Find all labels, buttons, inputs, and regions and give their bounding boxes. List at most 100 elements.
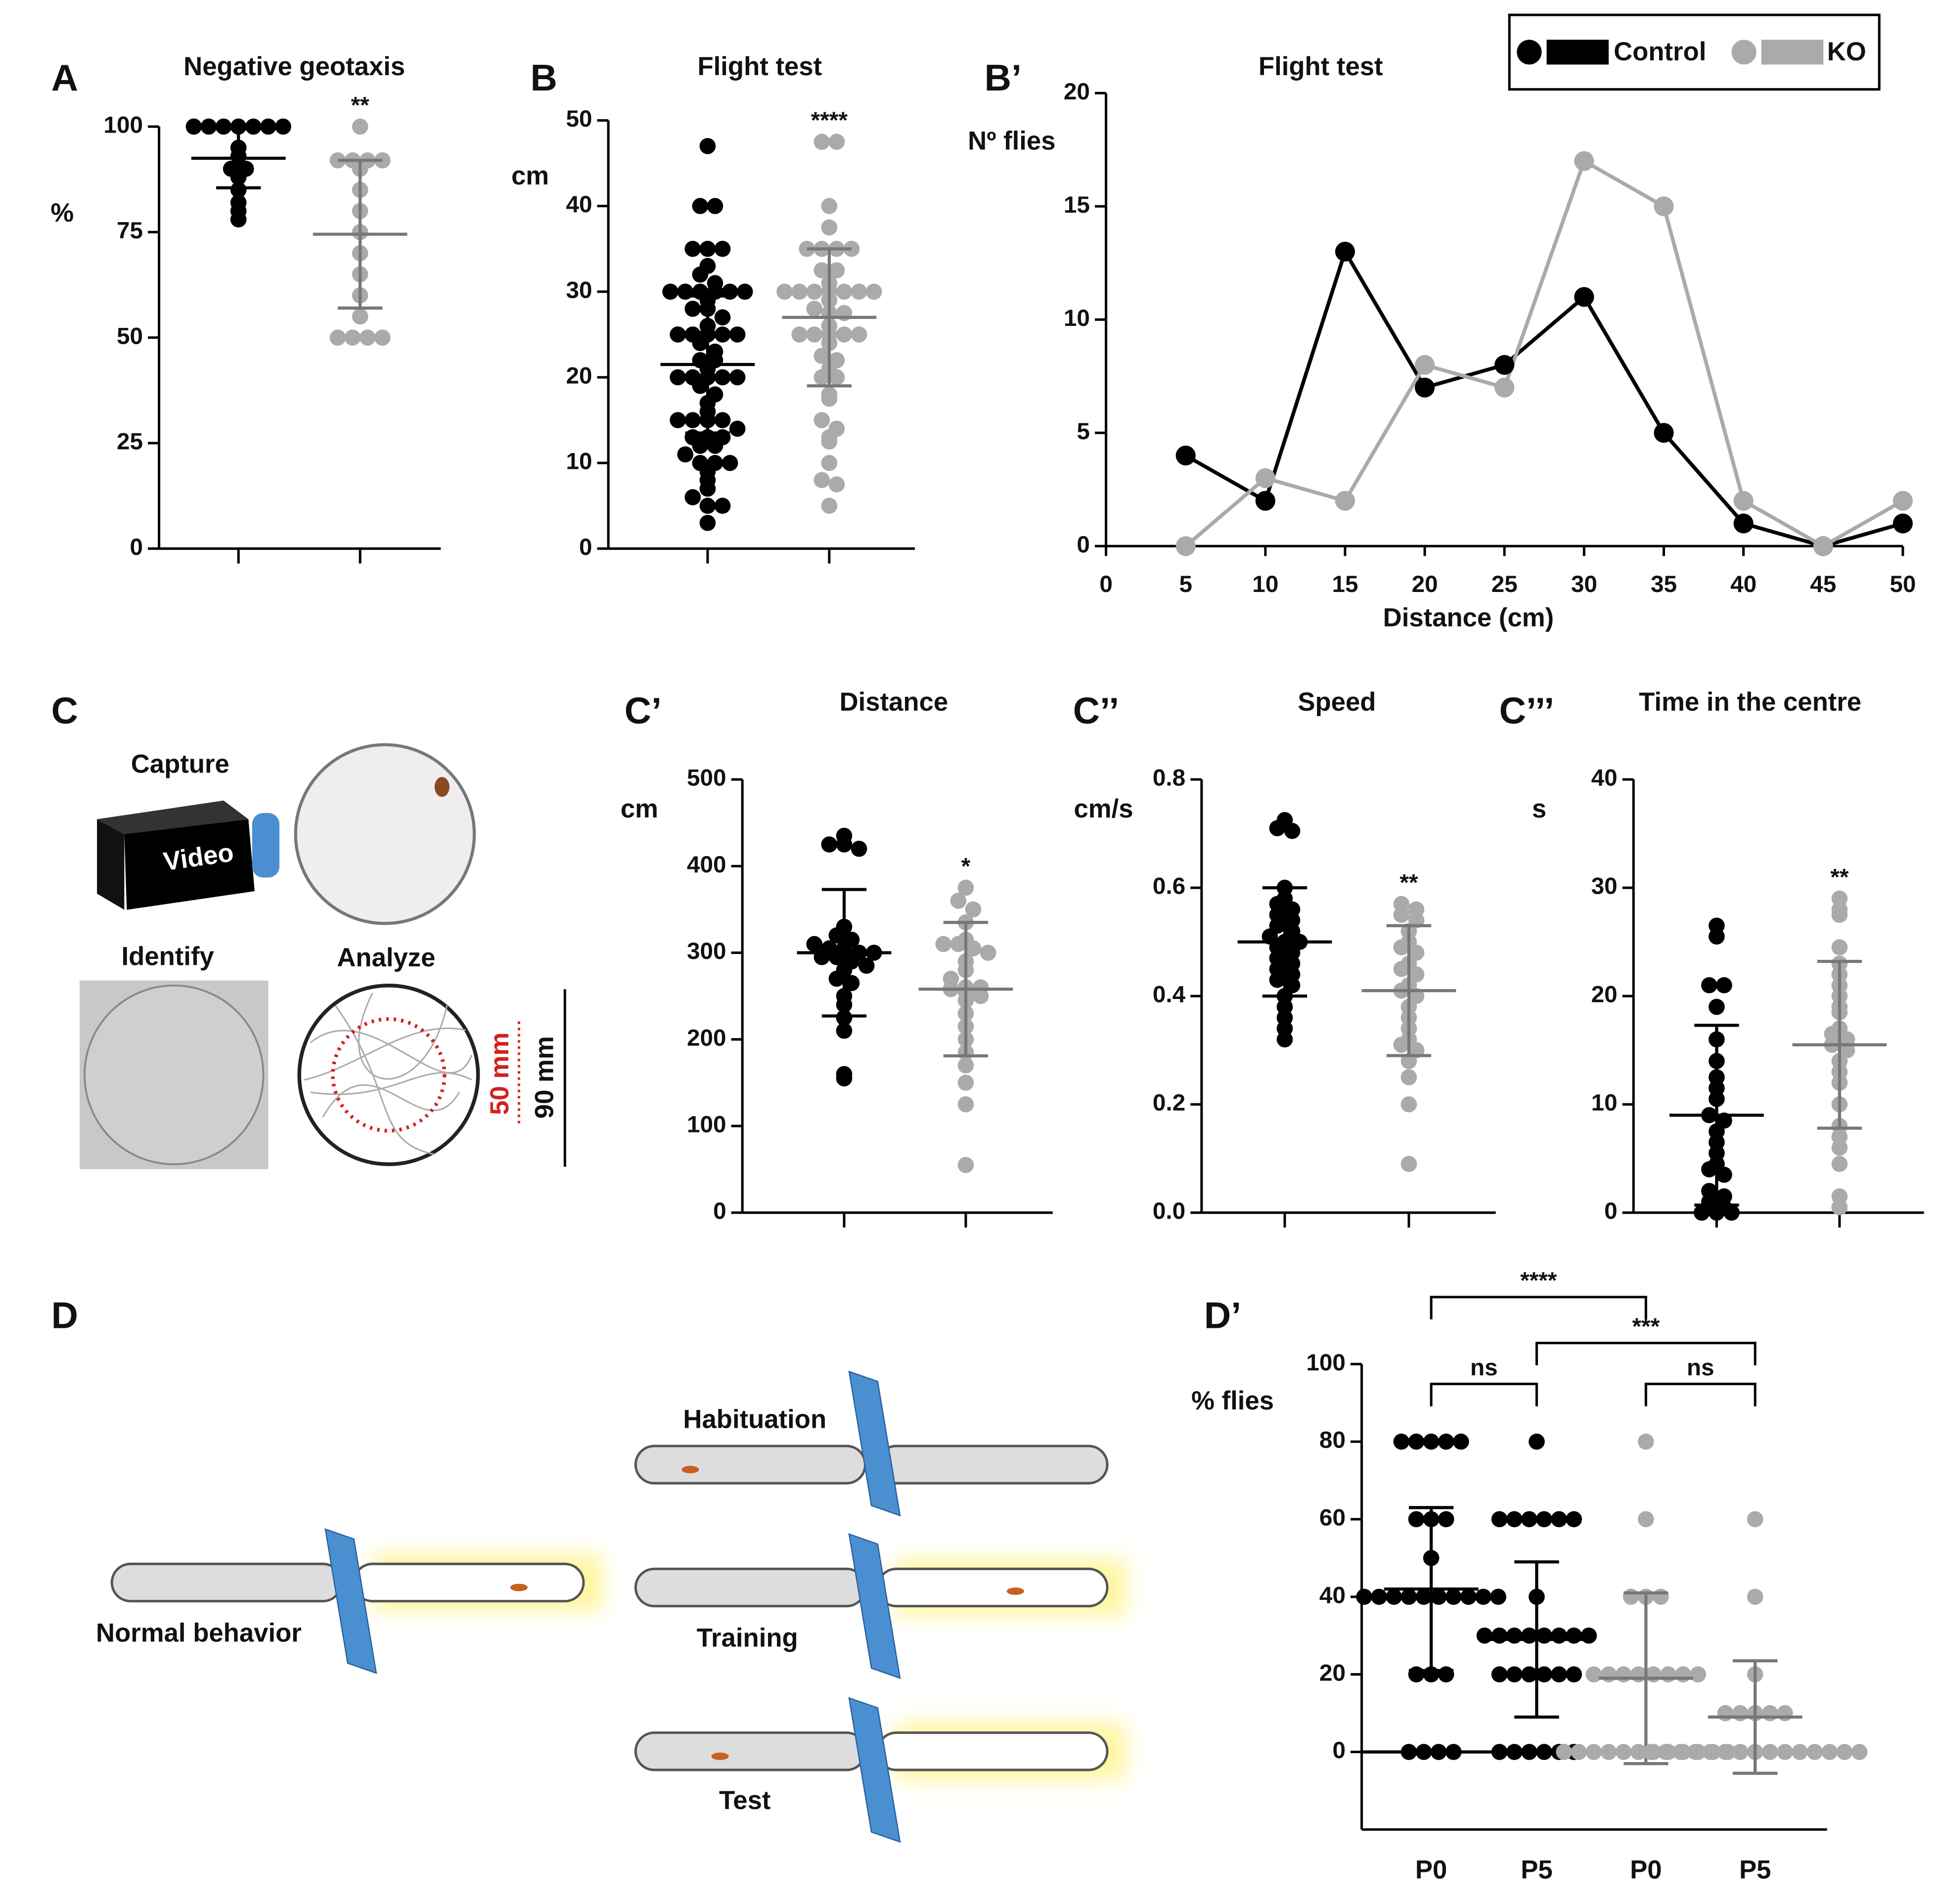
dot — [1585, 1744, 1602, 1760]
dot — [1393, 939, 1410, 955]
dot — [1269, 971, 1286, 988]
dot — [1831, 907, 1848, 923]
dot — [200, 118, 217, 135]
y-tick-label: 0 — [1077, 532, 1090, 558]
dot — [821, 198, 838, 214]
x-tick-label: 50 — [1890, 571, 1916, 597]
dot — [185, 118, 202, 135]
dot — [1777, 1744, 1793, 1760]
dot — [729, 420, 746, 437]
significance: * — [961, 854, 971, 880]
dot — [1716, 1167, 1732, 1183]
dot — [1630, 1666, 1647, 1683]
dot — [1506, 1627, 1523, 1644]
dot — [714, 369, 731, 386]
dot — [714, 412, 731, 428]
dot — [851, 326, 867, 343]
dot — [670, 412, 686, 428]
y-tick-label: 500 — [687, 765, 726, 791]
y-tick-label: 0.6 — [1153, 873, 1185, 900]
tube — [634, 1445, 867, 1485]
training-label: Training — [697, 1623, 798, 1652]
dot — [1709, 1204, 1725, 1221]
y-tick-label: 0.2 — [1153, 1090, 1185, 1116]
dot — [1438, 1433, 1454, 1450]
dot — [1747, 1588, 1763, 1605]
dot — [957, 1074, 974, 1091]
bracket — [1430, 1296, 1647, 1319]
y-tick-label: 20 — [566, 363, 592, 389]
y-tick-label: 15 — [1064, 192, 1090, 218]
y-tick-label: 30 — [1591, 873, 1618, 900]
dot — [1551, 1627, 1567, 1644]
dot — [1408, 1511, 1425, 1528]
dot — [1851, 1744, 1868, 1760]
dot — [1400, 1096, 1417, 1113]
tube — [876, 1731, 1109, 1771]
dot — [1615, 1744, 1632, 1760]
point — [1654, 196, 1674, 217]
dot — [1393, 961, 1410, 977]
significance: ** — [1830, 864, 1849, 890]
x-tick-label: 30 — [1571, 571, 1597, 597]
dot — [1723, 1204, 1740, 1221]
x-tick-label: P5 — [1521, 1856, 1552, 1885]
dot — [684, 412, 701, 428]
y-tick-label: 10 — [566, 449, 592, 475]
y-axis-label: Nº flies — [968, 127, 1055, 156]
dot — [1491, 1744, 1508, 1760]
dot — [1408, 1433, 1425, 1450]
analyze-label: Analyze — [337, 943, 435, 972]
point — [1335, 491, 1355, 511]
dot — [1709, 928, 1725, 945]
divider — [848, 1533, 901, 1679]
y-tick-label: 10 — [1064, 305, 1090, 331]
dot — [1643, 1744, 1659, 1760]
dot — [806, 301, 823, 317]
dot — [1415, 1744, 1432, 1760]
significance: ** — [351, 92, 370, 118]
dot — [692, 377, 709, 394]
dot — [950, 936, 967, 952]
dot — [1701, 1161, 1717, 1178]
dot — [1717, 1744, 1734, 1760]
y-tick-label: 75 — [117, 218, 143, 244]
dot — [714, 240, 731, 257]
identify-arena — [84, 984, 265, 1166]
dot — [957, 879, 974, 896]
point — [1893, 513, 1913, 534]
y-tick-label: 20 — [1064, 79, 1090, 105]
dot — [1638, 1511, 1654, 1528]
dot — [1717, 1705, 1734, 1722]
arena — [294, 743, 476, 925]
dot — [813, 412, 830, 428]
dot — [714, 326, 731, 343]
tube — [634, 1567, 867, 1608]
dot — [828, 369, 845, 386]
chart-title: Speed — [1298, 687, 1376, 717]
y-tick-label: 200 — [687, 1025, 726, 1051]
dot — [1571, 1744, 1587, 1760]
point — [1733, 513, 1754, 534]
tube — [634, 1731, 867, 1771]
x-tick-label: 10 — [1252, 571, 1278, 597]
dot — [1408, 1666, 1425, 1683]
panel-label: C — [51, 690, 78, 731]
dot — [1615, 1666, 1632, 1683]
dot — [699, 498, 716, 514]
legend-swatch — [1761, 40, 1824, 65]
line — [1184, 158, 1904, 548]
dot — [352, 118, 368, 135]
dot — [1551, 1666, 1567, 1683]
bracket-label: **** — [1520, 1268, 1557, 1294]
dot — [1836, 1744, 1853, 1760]
dot — [851, 283, 867, 300]
bracket-label: ns — [1470, 1355, 1498, 1381]
y-tick-label: 20 — [1591, 982, 1618, 1008]
dot — [1660, 1666, 1676, 1683]
dot — [1490, 1588, 1506, 1605]
x-tick-label: P0 — [1630, 1856, 1662, 1885]
dot — [230, 118, 247, 135]
dot — [1690, 1666, 1707, 1683]
point — [1574, 287, 1594, 307]
